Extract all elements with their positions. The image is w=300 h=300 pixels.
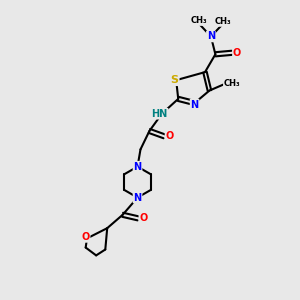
Text: N: N	[134, 162, 142, 172]
Text: O: O	[81, 232, 90, 242]
Text: S: S	[171, 75, 179, 85]
Text: N: N	[207, 32, 215, 41]
Text: CH₃: CH₃	[214, 17, 231, 26]
Text: HN: HN	[152, 109, 168, 119]
Text: CH₃: CH₃	[224, 79, 240, 88]
Text: O: O	[139, 213, 148, 224]
Text: O: O	[166, 131, 174, 141]
Text: N: N	[134, 193, 142, 202]
Text: O: O	[233, 48, 241, 58]
Text: CH₃: CH₃	[190, 16, 207, 25]
Text: N: N	[190, 100, 199, 110]
